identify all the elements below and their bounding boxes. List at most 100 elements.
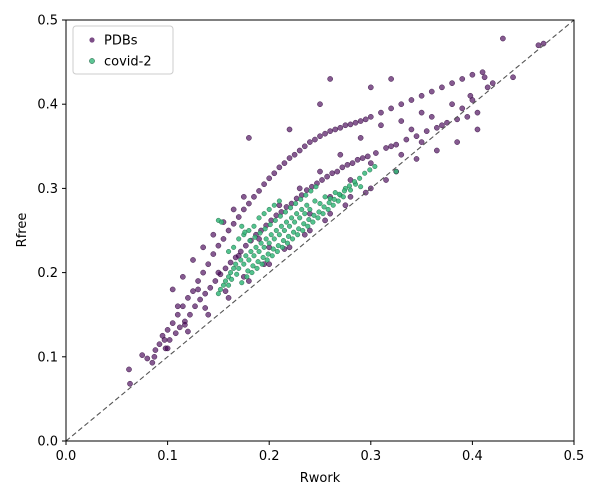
data-point [281, 227, 287, 233]
data-point [481, 74, 488, 81]
data-point [302, 211, 308, 217]
data-point [439, 84, 445, 91]
data-point [398, 151, 405, 158]
data-point [291, 151, 298, 158]
data-point [301, 221, 307, 227]
data-point [207, 284, 214, 291]
data-point [156, 341, 163, 347]
data-point [340, 194, 346, 200]
data-point [469, 71, 476, 78]
data-point [281, 160, 288, 166]
data-point [152, 347, 159, 353]
data-point [467, 92, 474, 99]
data-point [260, 254, 266, 260]
data-point [223, 278, 229, 284]
data-point [166, 337, 173, 343]
data-point [235, 214, 242, 220]
data-point [271, 236, 277, 242]
data-point [268, 232, 274, 238]
data-point [192, 303, 198, 310]
data-point [242, 229, 248, 235]
data-point [393, 141, 400, 148]
data-point [265, 251, 271, 257]
data-point [149, 359, 156, 366]
data-point [342, 122, 349, 129]
data-point [234, 271, 240, 277]
data-point [305, 223, 311, 229]
y-axis-ticks: 0.0 0.1 0.2 0.3 0.4 0.5 [37, 14, 66, 450]
data-point [307, 139, 313, 145]
data-point [245, 268, 251, 274]
data-point [299, 206, 305, 212]
data-point [180, 303, 186, 310]
data-point [296, 185, 303, 192]
data-point [215, 269, 222, 276]
data-point [434, 124, 440, 131]
data-point [289, 215, 295, 221]
data-point [174, 303, 181, 310]
x-tick-label: 0.2 [259, 449, 280, 464]
data-point [240, 206, 247, 213]
data-point [500, 35, 506, 42]
x-tick-label: 0.1 [157, 449, 178, 464]
data-point [202, 305, 208, 311]
legend-label-pdbs: PDBs [104, 34, 138, 49]
data-point [297, 215, 303, 221]
data-point [403, 136, 410, 143]
data-point [334, 168, 341, 175]
data-point [202, 290, 208, 297]
data-point [295, 232, 301, 238]
legend-marker-pdbs [89, 37, 95, 43]
data-point [256, 188, 262, 194]
data-point [240, 194, 247, 200]
data-point [151, 353, 158, 360]
data-point [226, 249, 232, 255]
data-point [288, 205, 294, 211]
data-point [347, 187, 353, 193]
data-point [172, 330, 179, 337]
data-point [378, 122, 384, 129]
data-point [336, 191, 342, 197]
data-point [484, 84, 491, 91]
data-point [398, 118, 405, 124]
data-point [246, 135, 252, 141]
data-point [317, 201, 323, 207]
data-point [127, 380, 133, 387]
data-point [454, 139, 460, 145]
data-point [357, 175, 363, 181]
y-tick-label: 0.0 [37, 435, 58, 450]
data-point [238, 257, 244, 263]
data-point [261, 244, 267, 250]
x-axis-ticks: 0.0 0.1 0.2 0.3 0.4 0.5 [56, 441, 584, 464]
data-point [341, 188, 347, 194]
data-point [197, 296, 203, 303]
data-point [267, 222, 273, 228]
data-point [139, 352, 145, 358]
series-covid-2 [215, 164, 399, 297]
legend-label-covid-2: covid-2 [104, 55, 152, 70]
data-point [388, 143, 394, 150]
data-point [252, 234, 258, 240]
data-point [459, 105, 466, 112]
data-point [276, 164, 283, 171]
data-point [200, 244, 206, 251]
data-point [266, 175, 273, 182]
data-point [464, 114, 471, 120]
data-point [294, 211, 300, 217]
data-point [373, 150, 379, 156]
data-point [301, 231, 308, 238]
data-point [254, 265, 260, 271]
data-point [322, 217, 328, 224]
data-point [408, 97, 415, 103]
data-point [308, 188, 314, 194]
data-point [205, 311, 212, 318]
data-point [272, 217, 278, 223]
data-point [367, 84, 374, 91]
data-point [263, 236, 269, 242]
data-point [230, 220, 237, 227]
data-point [174, 311, 181, 318]
data-point [225, 295, 232, 301]
data-point [278, 223, 284, 229]
data-point [282, 209, 288, 215]
data-point [413, 133, 420, 139]
